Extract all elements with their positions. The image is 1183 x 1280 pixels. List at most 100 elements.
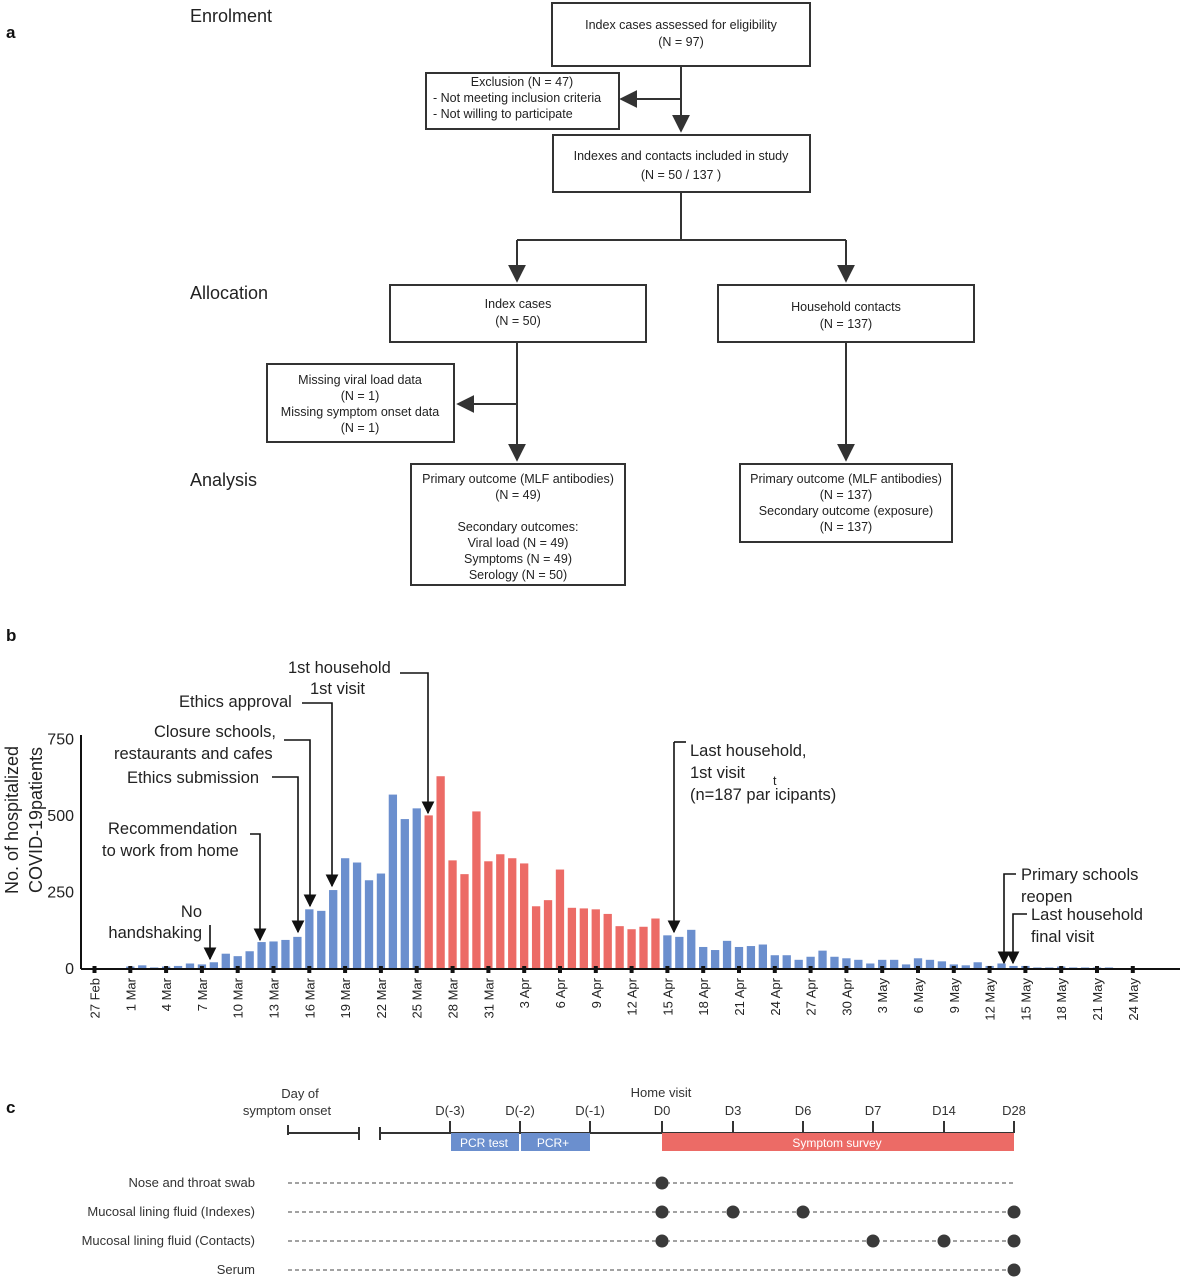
bar — [520, 863, 529, 969]
bar — [531, 906, 541, 969]
panel-label-a: a — [6, 23, 16, 42]
household-line1: Household contacts — [791, 300, 901, 314]
bar — [627, 929, 636, 969]
x-tick-mark — [808, 966, 813, 973]
pcr-positive-bar: PCR+ — [521, 1133, 590, 1151]
bar — [472, 811, 481, 969]
x-tick-mark — [164, 966, 169, 973]
x-tick-mark — [737, 966, 741, 973]
bar — [770, 955, 779, 969]
x-tick-mark — [1095, 966, 1099, 973]
stage-allocation: Allocation — [190, 283, 268, 303]
annotation-last-household: Last household, 1st visit t (n=187 par i… — [667, 741, 836, 934]
sample-dot — [726, 1205, 740, 1219]
x-tick-mark — [378, 966, 383, 973]
y-tick-label: 250 — [47, 885, 74, 902]
bar — [233, 956, 242, 969]
day-label: D14 — [932, 1103, 956, 1118]
bar — [854, 959, 863, 969]
annotation-last-household-line3: (n=187 par icipants) — [690, 786, 836, 804]
x-tick-mark — [772, 966, 777, 973]
bar — [508, 858, 517, 969]
annotation-closure: Closure schools, restaurants and cafes — [114, 723, 317, 908]
x-tick-mark — [1130, 966, 1135, 973]
bar — [496, 854, 505, 969]
missing-line1: Missing viral load data — [298, 373, 422, 387]
x-tick-mark — [450, 966, 455, 973]
x-tick-label: 18 Apr — [696, 977, 711, 1015]
sample-dot — [1007, 1205, 1021, 1219]
annotation-ethics-approval-line1: Ethics approval — [179, 693, 292, 711]
annotation-ethics-approval: Ethics approval — [179, 693, 339, 888]
sample-row-label: Serum — [217, 1262, 255, 1277]
household-line2: (N = 137) — [820, 317, 872, 331]
x-tick-label: 21 Apr — [732, 977, 747, 1015]
panel-label-c: c — [6, 1098, 15, 1117]
x-tick-mark — [92, 966, 97, 973]
bar — [376, 873, 386, 969]
annotation-no-handshaking-line2: handshaking — [108, 924, 202, 942]
annotation-last-final-line2: final visit — [1031, 928, 1095, 946]
bar — [245, 951, 254, 969]
index-cases-line1: Index cases — [485, 297, 552, 311]
annotation-last-household-stray: t — [773, 774, 777, 788]
bar — [591, 909, 600, 969]
bar — [722, 940, 732, 969]
bar — [794, 959, 803, 969]
bar — [209, 962, 218, 969]
x-tick-label: 28 Mar — [446, 977, 461, 1018]
exclusion-line1: Exclusion (N = 47) — [471, 75, 573, 89]
annotation-last-household-line1: Last household, — [690, 742, 807, 760]
index-outcome-line4: Viral load (N = 49) — [468, 536, 569, 550]
bar — [734, 946, 744, 969]
y-tick-label: 500 — [47, 808, 74, 825]
box-household: Household contacts (N = 137) — [717, 284, 975, 343]
y-axis: 0 250 500 750 — [47, 732, 74, 979]
bar — [937, 961, 947, 969]
day-label: D(-3) — [435, 1103, 465, 1118]
bar — [687, 929, 696, 969]
sample-dot — [1007, 1234, 1021, 1248]
annotation-no-handshaking: No handshaking — [108, 903, 217, 961]
bar — [842, 958, 851, 969]
annotation-schools-reopen: Primary schools reopen — [997, 866, 1138, 965]
pcr-test-bar: PCR test — [451, 1133, 519, 1151]
x-tick-label: 24 Apr — [768, 977, 783, 1015]
annotation-first-household: 1st household 1st visit — [288, 659, 435, 815]
bar — [543, 900, 553, 969]
annotation-schools-reopen-line2: reopen — [1021, 888, 1072, 906]
bar — [782, 955, 791, 969]
x-tick-mark — [665, 966, 670, 973]
box-exclusion: Exclusion (N = 47) - Not meeting inclusi… — [425, 72, 620, 130]
bar — [830, 956, 839, 969]
x-tick-label: 30 Apr — [839, 977, 854, 1015]
bar — [257, 942, 266, 969]
day-label: D7 — [865, 1103, 882, 1118]
bar — [925, 959, 935, 969]
x-tick-mark — [593, 966, 598, 973]
bar — [281, 939, 290, 969]
day-label: D6 — [795, 1103, 812, 1118]
stage-enrolment: Enrolment — [190, 6, 272, 26]
annotation-work-from-home-line1: Recommendation — [108, 820, 237, 838]
bar — [997, 963, 1006, 969]
bar — [901, 964, 911, 969]
bar — [758, 944, 768, 969]
symptom-survey-bar: Symptom survey — [662, 1133, 1014, 1151]
bar — [675, 936, 684, 969]
annotation-closure-line2: restaurants and cafes — [114, 745, 273, 763]
x-tick-label: 3 May — [875, 978, 890, 1014]
box-index-outcome: Primary outcome (MLF antibodies) (N = 49… — [410, 463, 626, 586]
bar — [913, 958, 923, 969]
x-tick-mark — [235, 966, 240, 973]
symptom-survey-label: Symptom survey — [792, 1136, 881, 1150]
annotation-last-final: Last household final visit — [1006, 906, 1143, 965]
day-ticks: D(-3) D(-2) D(-1) D0 D3 D6 D7 D14 D28 — [435, 1103, 1026, 1133]
bar — [651, 918, 660, 969]
day-label: D28 — [1002, 1103, 1026, 1118]
bars — [90, 776, 1161, 969]
sample-rows: Nose and throat swab Mucosal lining fluid… — [82, 1175, 1021, 1277]
bar — [173, 965, 183, 969]
bar — [818, 950, 827, 969]
